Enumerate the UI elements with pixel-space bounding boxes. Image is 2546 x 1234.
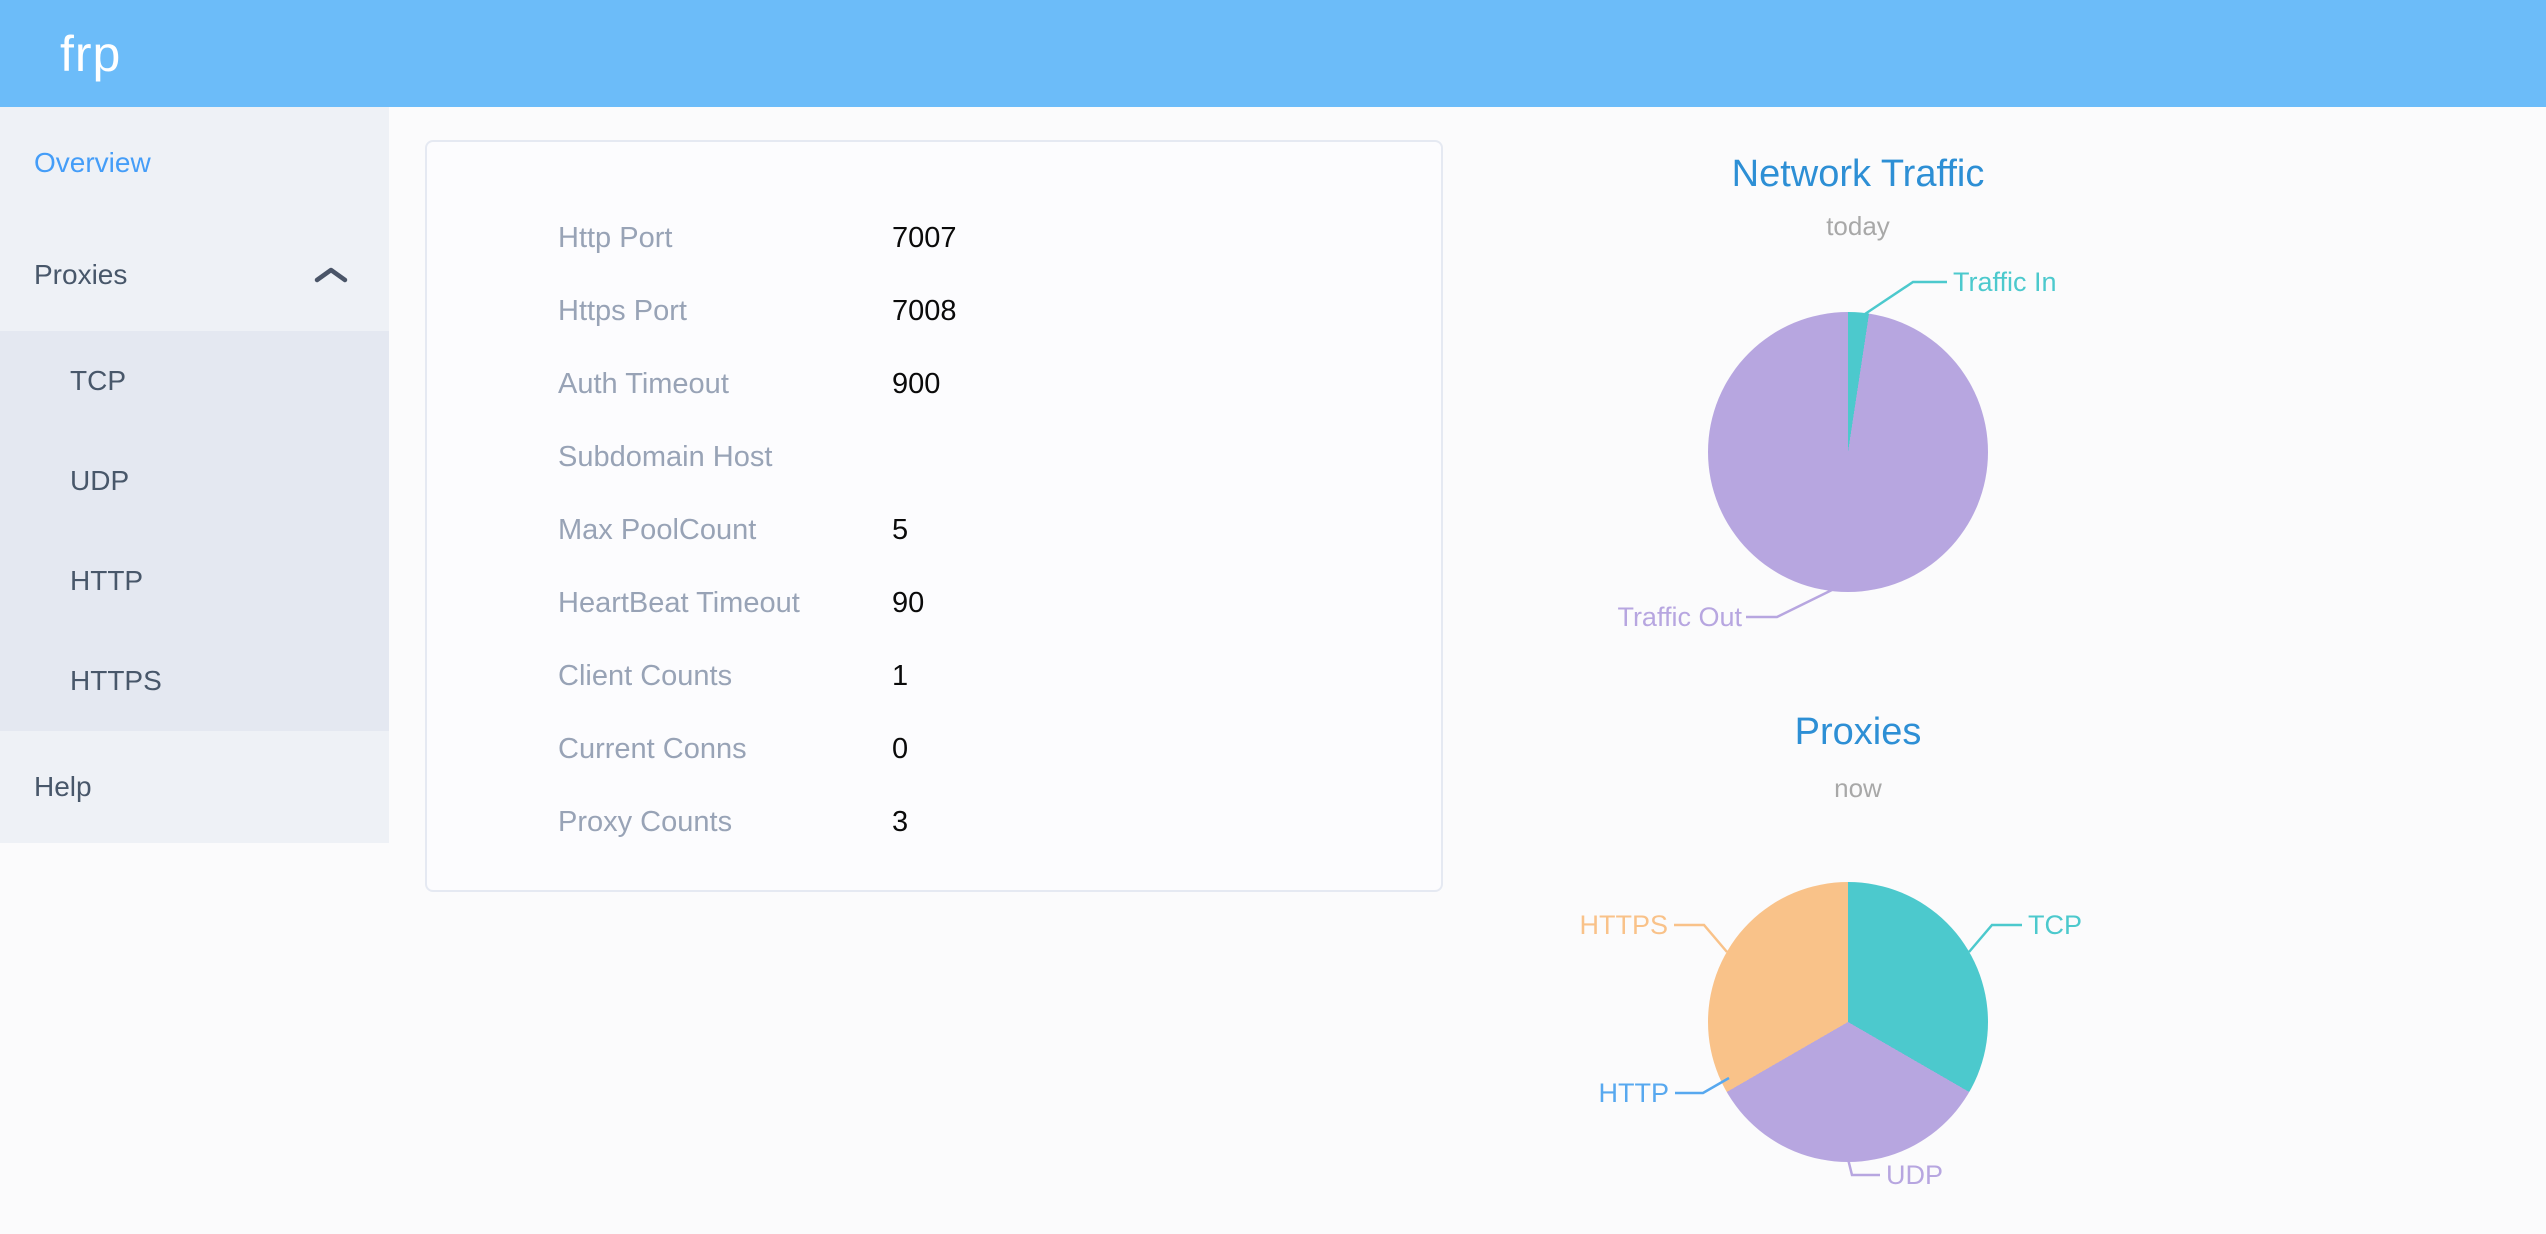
info-value: 0 bbox=[892, 733, 909, 765]
tcp-label: TCP bbox=[2028, 910, 2082, 940]
sidebar-item-help[interactable]: Help bbox=[0, 731, 389, 843]
info-value: 3 bbox=[892, 806, 909, 838]
info-label: Auth Timeout bbox=[558, 368, 729, 400]
sidebar-item-label: Proxies bbox=[34, 259, 128, 290]
info-value: 5 bbox=[892, 514, 909, 546]
network-traffic-title: Network Traffic bbox=[1731, 153, 1985, 195]
info-value: 7008 bbox=[892, 295, 957, 327]
info-value: 1 bbox=[892, 660, 909, 692]
proxies-pie[interactable] bbox=[1708, 882, 1988, 1162]
info-label: Proxy Counts bbox=[558, 806, 733, 838]
sidebar-item-label: Help bbox=[34, 771, 92, 802]
info-row-http-port: Http Port 7007 bbox=[427, 202, 1441, 275]
sidebar-item-label: HTTPS bbox=[70, 665, 162, 696]
proxies-submenu: TCP UDP HTTP HTTPS bbox=[0, 331, 389, 731]
charts-panel: Network Traffic today Proxies now Traffi… bbox=[1450, 107, 2546, 1234]
sidebar-item-label: TCP bbox=[70, 365, 126, 396]
proxies-subtitle: now bbox=[1834, 773, 1882, 803]
sidebar-nav: Overview Proxies TCP UDP HTTP HTTPS Help bbox=[0, 107, 389, 843]
network-traffic-subtitle: today bbox=[1826, 211, 1890, 241]
info-label: HeartBeat Timeout bbox=[558, 587, 800, 619]
app-header: frp bbox=[0, 0, 2546, 107]
info-label: Current Conns bbox=[558, 733, 747, 765]
sidebar-item-overview[interactable]: Overview bbox=[0, 107, 389, 219]
info-label: Http Port bbox=[558, 222, 673, 254]
sidebar-item-label: Overview bbox=[34, 147, 151, 178]
proxies-title: Proxies bbox=[1794, 711, 1922, 753]
info-row-subdomain-host: Subdomain Host bbox=[427, 421, 1441, 494]
info-value: 7007 bbox=[892, 222, 957, 254]
info-value: 900 bbox=[892, 368, 941, 400]
info-label: Client Counts bbox=[558, 660, 733, 692]
info-row-current-conns: Current Conns 0 bbox=[427, 713, 1441, 786]
sidebar-item-label: UDP bbox=[70, 465, 130, 496]
info-row-auth-timeout: Auth Timeout 900 bbox=[427, 348, 1441, 421]
http-label: HTTP bbox=[1598, 1078, 1670, 1108]
sidebar-item-http[interactable]: HTTP bbox=[0, 531, 389, 631]
udp-label: UDP bbox=[1886, 1160, 1944, 1190]
sidebar-item-tcp[interactable]: TCP bbox=[0, 331, 389, 431]
app-logo: frp bbox=[60, 25, 122, 82]
traffic-out-label: Traffic Out bbox=[1617, 602, 1742, 632]
sidebar-item-label: HTTP bbox=[70, 565, 144, 596]
network-traffic-pie[interactable] bbox=[1708, 312, 1988, 592]
sidebar-item-https[interactable]: HTTPS bbox=[0, 631, 389, 731]
info-value: 90 bbox=[892, 587, 925, 619]
chevron-up-icon bbox=[314, 267, 348, 283]
traffic-in-label: Traffic In bbox=[1953, 267, 2057, 297]
info-row-heartbeat-timeout: HeartBeat Timeout 90 bbox=[427, 567, 1441, 640]
info-label: Max PoolCount bbox=[558, 514, 757, 546]
info-row-client-counts: Client Counts 1 bbox=[427, 640, 1441, 713]
server-info-card: Http Port 7007 Https Port 7008 Auth Time… bbox=[425, 140, 1443, 892]
info-row-proxy-counts: Proxy Counts 3 bbox=[427, 786, 1441, 859]
info-row-https-port: Https Port 7008 bbox=[427, 275, 1441, 348]
https-label: HTTPS bbox=[1579, 910, 1668, 940]
info-label: Subdomain Host bbox=[558, 441, 773, 473]
info-row-max-poolcount: Max PoolCount 5 bbox=[427, 494, 1441, 567]
info-label: Https Port bbox=[558, 295, 687, 327]
sidebar-item-proxies[interactable]: Proxies bbox=[0, 219, 389, 331]
sidebar-item-udp[interactable]: UDP bbox=[0, 431, 389, 531]
